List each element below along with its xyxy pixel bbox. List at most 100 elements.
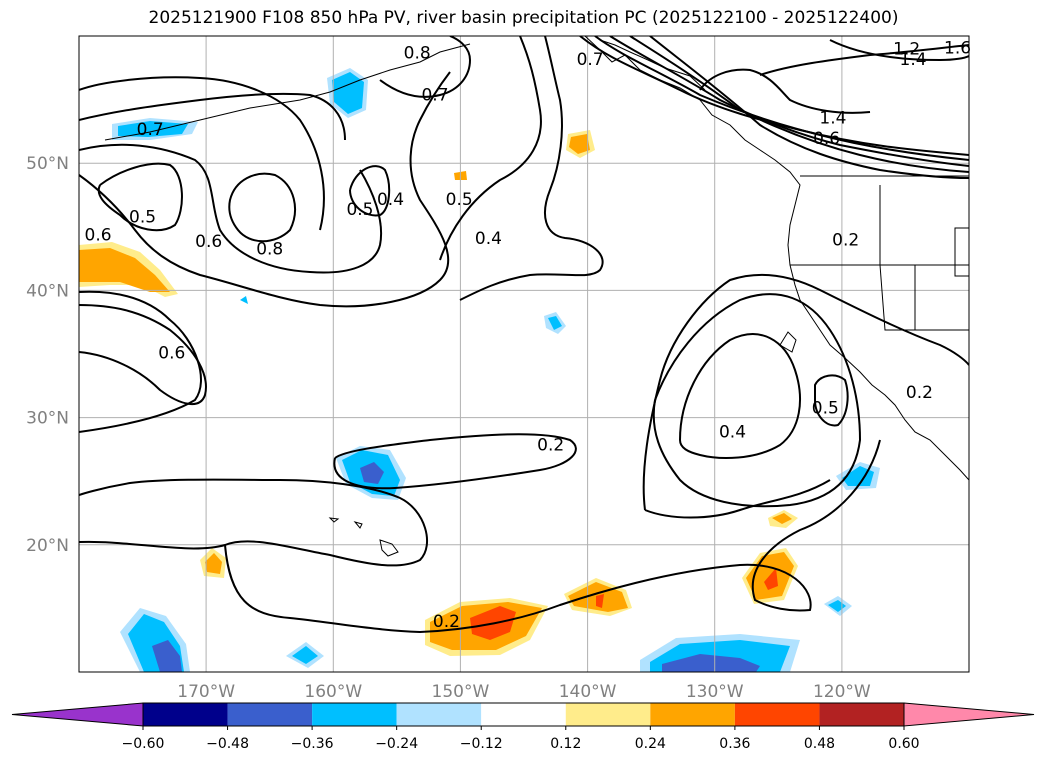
colorbar-tick-label: −0.60 xyxy=(122,736,165,752)
latitude-labels: 50°N 40°N 30°N 20°N xyxy=(26,154,69,556)
contour-label: 0.8 xyxy=(404,44,431,64)
precip-patch-negative xyxy=(240,296,248,304)
pv-contour xyxy=(652,293,862,508)
pv-contour xyxy=(699,68,871,114)
pv-contour xyxy=(649,36,969,179)
colorbar-tick-label: 0.12 xyxy=(550,736,581,752)
contour-label: 1.6 xyxy=(944,38,971,58)
precip-patch-positive xyxy=(569,134,590,154)
contour-label: 0.5 xyxy=(129,208,156,228)
contour-label: 0.5 xyxy=(346,200,373,220)
colorbar-segment xyxy=(819,703,904,726)
contour-label: 0.6 xyxy=(195,232,222,252)
precip-patch-negative xyxy=(118,121,188,137)
contour-label: 0.7 xyxy=(421,86,448,106)
contour-label: 0.5 xyxy=(812,398,839,418)
colorbar-tick-labels: −0.60 −0.48 −0.36 −0.24 −0.12 0.12 0.24 0.36 0.4… xyxy=(122,726,920,752)
contour-label: 0.4 xyxy=(475,229,502,249)
colorbar-tick-label: 0.36 xyxy=(719,736,750,752)
lon-label: 120°W xyxy=(813,682,871,702)
contour-label: 0.8 xyxy=(256,239,283,259)
island xyxy=(379,539,399,557)
pv-contour xyxy=(644,479,831,519)
state-border xyxy=(954,227,969,277)
colorbar-frame xyxy=(142,702,905,727)
pv-contour xyxy=(814,374,849,427)
contour-label: 1.4 xyxy=(819,108,846,128)
island xyxy=(328,517,340,523)
contour-label: 0.6 xyxy=(813,129,840,149)
pv-contour xyxy=(829,39,969,62)
pv-contour xyxy=(228,172,296,243)
island xyxy=(353,521,363,529)
pv-contour xyxy=(224,439,881,634)
pv-contours-layer xyxy=(79,36,969,634)
lon-label: 130°W xyxy=(686,682,744,702)
colorbar-extend-low xyxy=(11,702,144,727)
contour-label: 0.2 xyxy=(906,383,933,403)
longitude-labels: 170°W 160°W 150°W 140°W 130°W 120°W xyxy=(177,682,871,702)
pv-contour xyxy=(379,36,472,98)
pv-contour xyxy=(594,36,969,161)
colorbar-segment xyxy=(734,703,820,726)
lon-label: 150°W xyxy=(432,682,490,702)
contour-label: 0.5 xyxy=(446,190,473,210)
precip-patch-positive xyxy=(205,553,222,574)
pv-contour xyxy=(79,76,325,231)
map-title: 2025121900 F108 850 hPa PV, river basin … xyxy=(148,8,899,28)
precip-patch-negative xyxy=(152,640,182,672)
precip-patch-negative xyxy=(842,466,874,486)
lat-label: 50°N xyxy=(26,154,69,174)
pv-contour xyxy=(79,92,346,141)
precip-patch-negative xyxy=(548,316,562,330)
precip-patch-positive xyxy=(79,248,170,292)
lat-label: 40°N xyxy=(26,281,69,301)
pv-contour xyxy=(609,36,969,167)
colorbar-tick-label: 0.60 xyxy=(888,736,919,752)
colorbar xyxy=(11,702,1035,727)
pv-contour xyxy=(349,165,391,217)
lon-label: 160°W xyxy=(304,682,362,702)
pv-contour xyxy=(97,162,183,232)
contour-label: 1.2 xyxy=(893,40,920,60)
lon-label: 170°W xyxy=(177,682,235,702)
pv-contour xyxy=(333,433,577,490)
colorbar-extend-high xyxy=(903,702,1035,727)
precip-patch-negative xyxy=(292,646,318,664)
lat-label: 30°N xyxy=(26,409,69,429)
contour-label: 0.2 xyxy=(832,231,859,251)
precip-patch-positive xyxy=(772,513,792,524)
contour-label: 0.4 xyxy=(377,190,404,210)
lon-label: 140°W xyxy=(559,682,617,702)
pv-contour xyxy=(642,273,969,511)
colorbar-tick-label: −0.24 xyxy=(375,736,418,752)
contour-label: 0.2 xyxy=(537,435,564,455)
state-border xyxy=(879,185,969,331)
island xyxy=(779,331,797,353)
colorbar-tick-label: −0.36 xyxy=(291,736,334,752)
pv-contour xyxy=(629,36,969,173)
colorbar-segment xyxy=(481,703,566,726)
plot-frame xyxy=(78,35,970,673)
pv-contour xyxy=(459,36,604,301)
colorbar-segment xyxy=(143,703,228,726)
colorbar-tick-label: −0.12 xyxy=(460,736,503,752)
precip-patch-negative xyxy=(332,72,364,114)
pv-contour xyxy=(79,71,451,308)
pv-contour xyxy=(679,333,801,459)
colorbar-segment xyxy=(396,703,482,726)
coastline xyxy=(104,43,471,141)
colorbar-tick-label: 0.24 xyxy=(635,736,666,752)
lat-label: 20°N xyxy=(26,536,69,556)
pv-contour xyxy=(439,36,542,261)
pv-contour xyxy=(79,304,207,405)
contour-label: 0.7 xyxy=(137,120,164,140)
contour-label: 0.4 xyxy=(719,423,746,443)
coastline xyxy=(584,36,969,481)
colorbar-segment xyxy=(565,703,651,726)
precip-patch-positive xyxy=(596,594,604,608)
contour-label: 1.4 xyxy=(900,50,927,70)
pv-contour xyxy=(79,143,382,274)
precip-patch-negative xyxy=(360,462,384,484)
